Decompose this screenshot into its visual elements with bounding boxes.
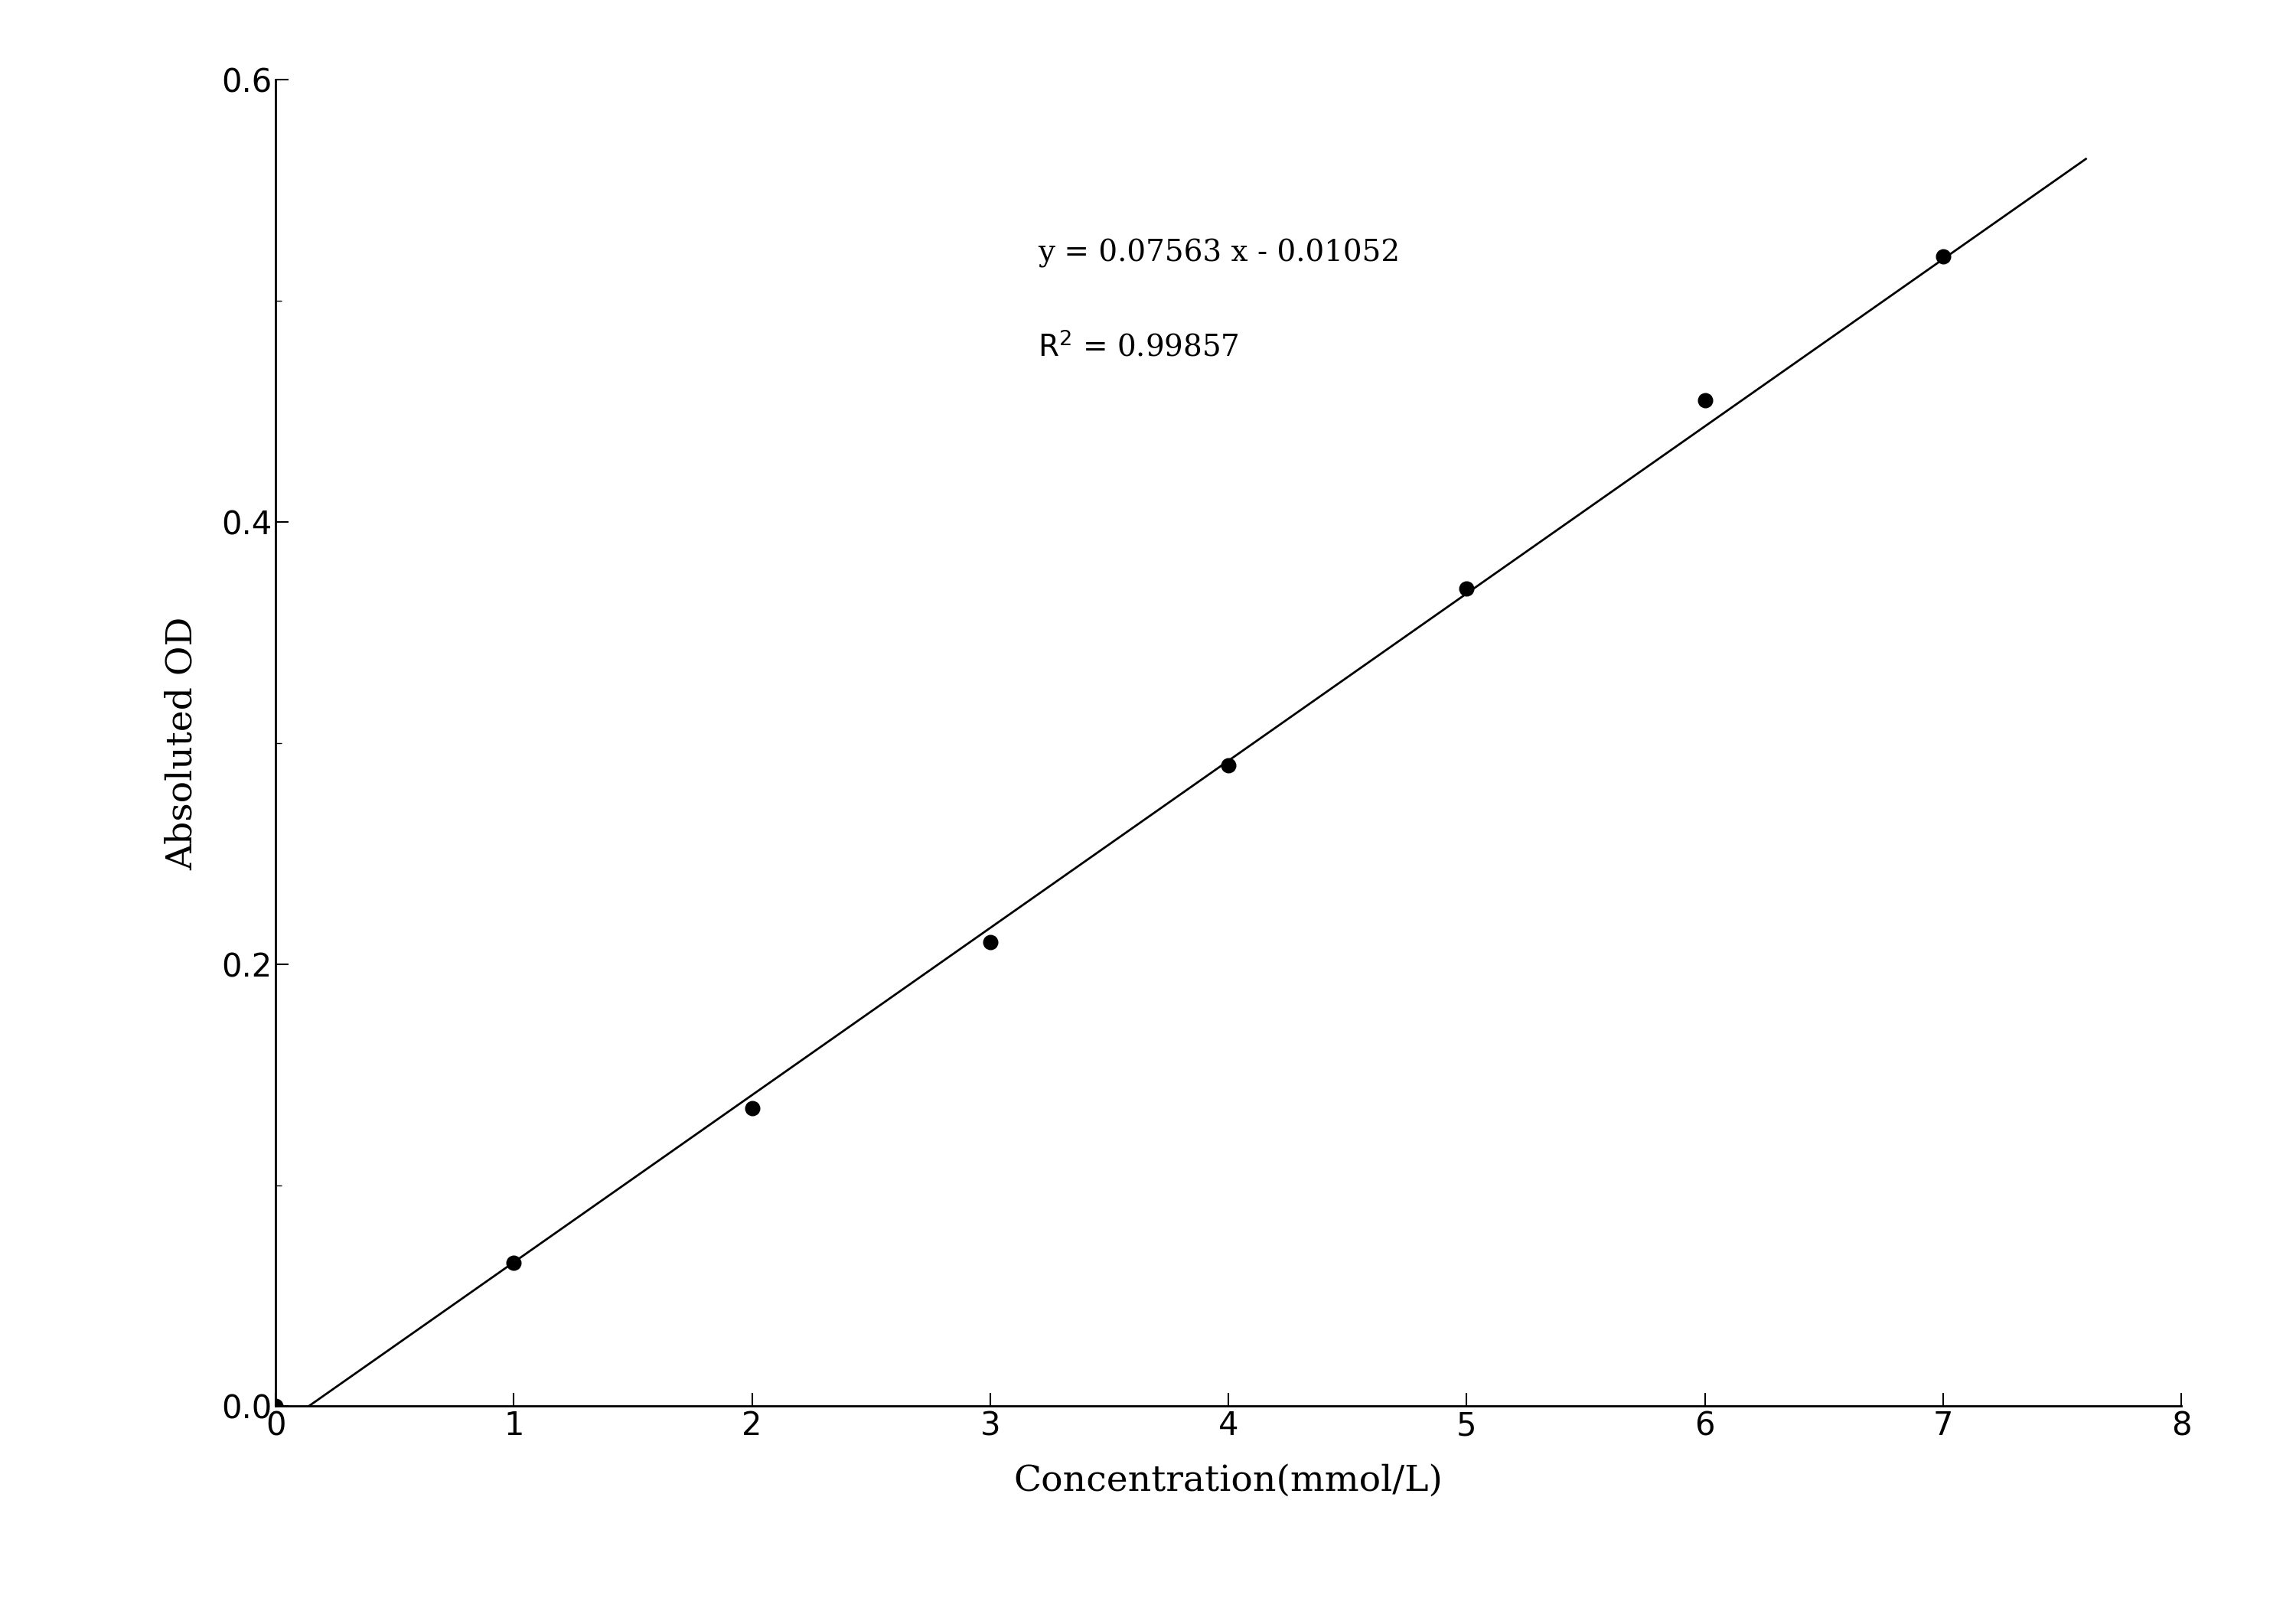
Y-axis label: Absoluted OD: Absoluted OD bbox=[165, 617, 200, 869]
Point bbox=[971, 930, 1008, 956]
X-axis label: Concentration(mmol/L): Concentration(mmol/L) bbox=[1015, 1464, 1442, 1497]
Point bbox=[1685, 388, 1722, 414]
Point bbox=[257, 1393, 294, 1419]
Point bbox=[496, 1250, 533, 1275]
Text: y = 0.07563 x - 0.01052: y = 0.07563 x - 0.01052 bbox=[1038, 240, 1401, 268]
Point bbox=[1924, 244, 1961, 270]
Point bbox=[1449, 575, 1486, 601]
Point bbox=[735, 1095, 771, 1120]
Point bbox=[1210, 753, 1247, 778]
Text: $\mathrm{R}^2$ = 0.99857: $\mathrm{R}^2$ = 0.99857 bbox=[1038, 332, 1238, 363]
